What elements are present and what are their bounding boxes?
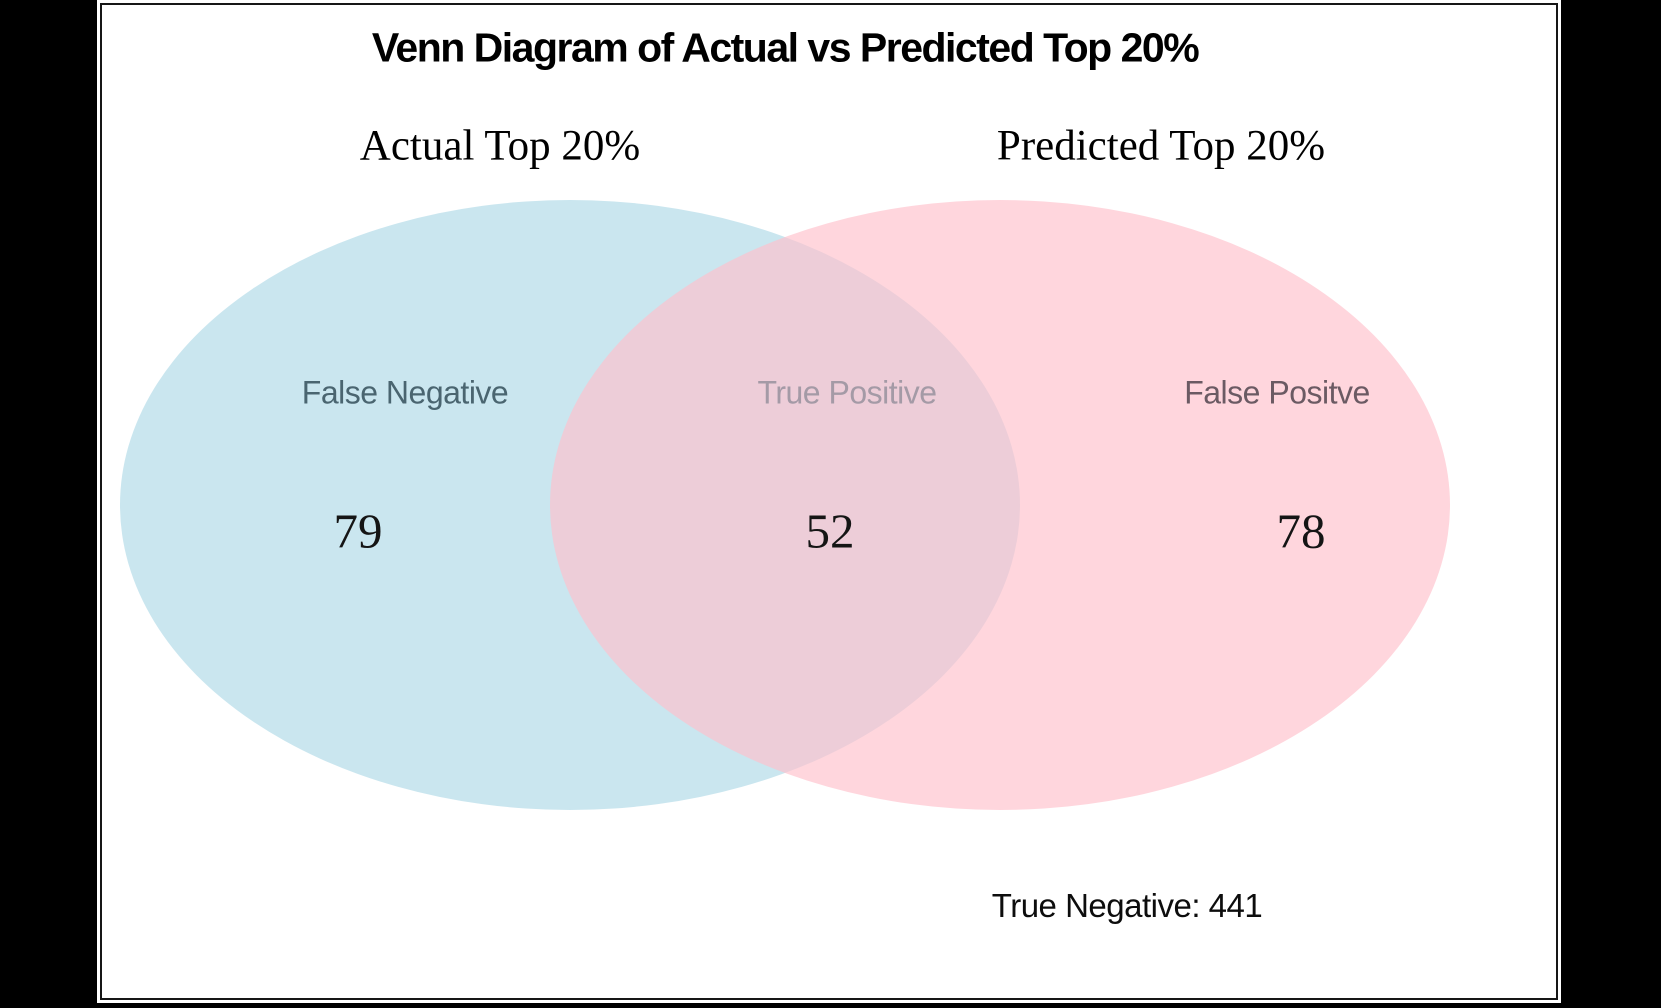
region-label-false-negative: False Negative xyxy=(301,374,509,411)
region-value-true-positive: 52 xyxy=(805,503,855,559)
region-label-false-positive: False Positve xyxy=(1184,374,1370,411)
true-negative-annotation: True Negative: 441 xyxy=(991,887,1263,925)
chart-title: Venn Diagram of Actual vs Predicted Top … xyxy=(371,24,1200,71)
region-value-false-negative: 79 xyxy=(333,503,383,559)
set-label-actual: Actual Top 20% xyxy=(359,122,641,170)
figure-canvas: Venn Diagram of Actual vs Predicted Top … xyxy=(97,0,1561,1003)
venn-ellipse-predicted xyxy=(550,200,1450,810)
set-label-predicted: Predicted Top 20% xyxy=(996,122,1326,170)
true-negative-value: 441 xyxy=(1208,887,1263,924)
region-label-true-positive: True Positive xyxy=(757,374,937,411)
region-value-false-positive: 78 xyxy=(1276,503,1326,559)
true-negative-label: True Negative: xyxy=(991,887,1201,924)
